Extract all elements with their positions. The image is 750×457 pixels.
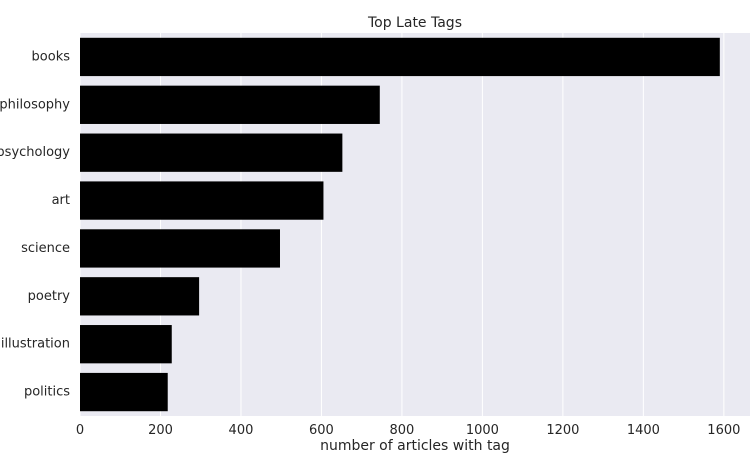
- x-tick-label-600: 600: [309, 423, 334, 438]
- x-tick-label-400: 400: [229, 423, 254, 438]
- x-tick-label-0: 0: [76, 423, 84, 438]
- y-tick-labels: books philosophy psychology art science poetr…: [0, 49, 70, 399]
- y-tick-label-illustration: illustration: [1, 337, 70, 352]
- x-tick-label-1600: 1600: [707, 423, 740, 438]
- bar-politics: [80, 372, 168, 412]
- x-tick-label-800: 800: [390, 423, 415, 438]
- y-tick-label-psychology: psychology: [0, 145, 70, 160]
- bar-science: [80, 229, 280, 268]
- y-tick-label-poetry: poetry: [28, 289, 71, 304]
- y-tick-label-books: books: [32, 49, 71, 64]
- chart-title: Top Late Tags: [367, 15, 462, 31]
- y-tick-label-philosophy: philosophy: [0, 97, 70, 112]
- x-tick-label-1000: 1000: [466, 423, 499, 438]
- x-tick-label-200: 200: [148, 423, 173, 438]
- y-tick-label-politics: politics: [24, 385, 70, 400]
- x-axis-title: number of articles with tag: [320, 438, 510, 454]
- bar-poetry: [80, 277, 200, 316]
- bar-psychology: [80, 133, 343, 172]
- x-tick-label-1400: 1400: [627, 423, 660, 438]
- bar-art: [80, 181, 324, 220]
- bar-philosophy: [80, 85, 380, 124]
- bars: [80, 37, 720, 412]
- x-tick-labels: 0 200 400 600 800 1000 1200 1400 1600: [76, 423, 741, 438]
- x-tick-label-1200: 1200: [546, 423, 579, 438]
- y-tick-label-science: science: [21, 241, 70, 256]
- y-tick-label-art: art: [52, 193, 70, 208]
- bar-illustration: [80, 325, 172, 364]
- bar-books: [80, 37, 720, 77]
